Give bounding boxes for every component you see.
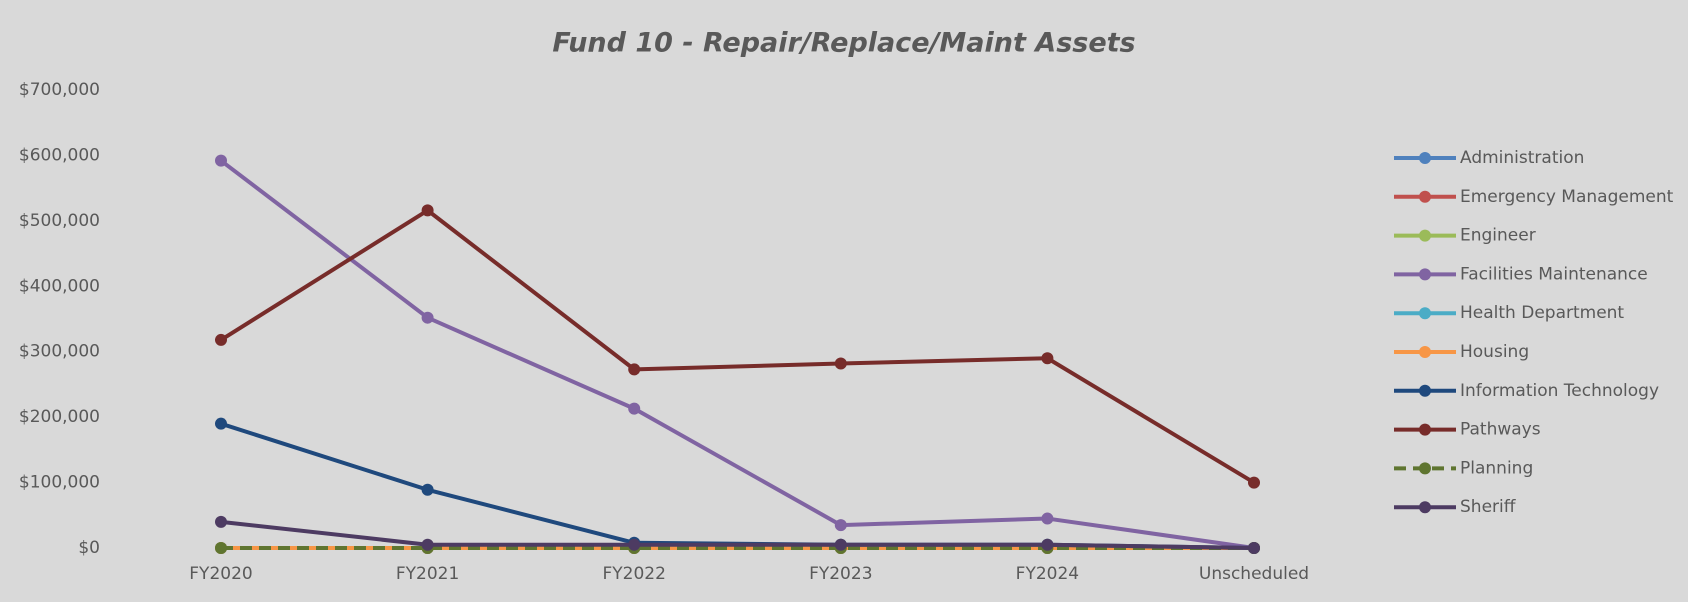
legend-label: Information Technology (1460, 381, 1659, 401)
legend-marker (1419, 384, 1431, 397)
y-tick-label: $700,000 (19, 80, 100, 100)
data-point (421, 538, 434, 551)
legend-label: Sheriff (1460, 497, 1517, 517)
legend-marker (1419, 307, 1431, 320)
x-tick-label: FY2024 (1016, 564, 1079, 584)
legend-label: Housing (1460, 342, 1529, 362)
x-tick-label: FY2020 (189, 564, 252, 584)
y-tick-label: $400,000 (19, 276, 100, 296)
data-point (1041, 538, 1054, 551)
data-point (215, 515, 227, 528)
data-point (421, 311, 434, 324)
data-point (1248, 542, 1260, 554)
legend-label: Administration (1460, 148, 1584, 168)
data-point (1248, 476, 1260, 489)
legend-marker (1419, 462, 1431, 475)
series-line (220, 519, 1255, 550)
legend-label: Planning (1460, 458, 1533, 478)
legend-marker (1419, 346, 1431, 358)
legend-marker (1419, 423, 1431, 436)
y-tick-label: $100,000 (19, 473, 100, 493)
data-point (628, 363, 641, 376)
data-point (421, 204, 434, 217)
x-tick-label: FY2022 (602, 564, 665, 584)
legend-label: Pathways (1460, 420, 1541, 440)
data-point (834, 519, 847, 532)
legend-marker (1419, 268, 1431, 281)
legend-marker (1419, 229, 1431, 242)
legend-label: Engineer (1460, 226, 1536, 246)
data-point (215, 333, 227, 346)
y-tick-label: $600,000 (19, 145, 100, 165)
legend-marker (1419, 190, 1431, 203)
legend-label: Facilities Maintenance (1460, 264, 1648, 284)
data-point (628, 402, 641, 415)
chart-title: Fund 10 - Repair/Replace/Maint Assets (552, 28, 1135, 59)
legend-label: Health Department (1460, 303, 1624, 323)
data-point (421, 483, 434, 496)
data-point (215, 542, 227, 554)
data-point (1041, 352, 1054, 365)
y-tick-label: $300,000 (19, 342, 100, 362)
legend-marker (1419, 501, 1431, 514)
legend-marker (1419, 152, 1431, 164)
data-point (215, 154, 227, 167)
data-point (1041, 512, 1054, 525)
y-tick-label: $200,000 (19, 407, 100, 427)
data-point (834, 357, 847, 370)
series-line (219, 208, 1256, 485)
x-tick-label: FY2021 (396, 564, 459, 584)
data-point (628, 538, 641, 551)
data-point (834, 538, 847, 551)
x-tick-label: Unscheduled (1199, 564, 1309, 584)
y-tick-label: $500,000 (19, 211, 100, 231)
y-tick-label: $0 (78, 538, 100, 558)
legend-label: Emergency Management (1460, 187, 1674, 207)
x-tick-label: FY2023 (809, 564, 872, 584)
series-line (219, 159, 1255, 550)
data-point (215, 417, 227, 430)
